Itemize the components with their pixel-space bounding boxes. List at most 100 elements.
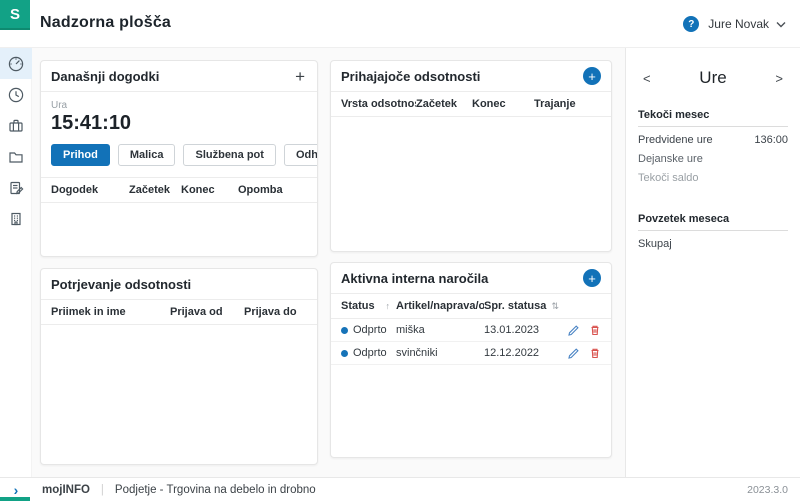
footer-accent-bar — [0, 497, 30, 501]
edit-icon[interactable] — [568, 347, 580, 359]
column-header: Začetek — [129, 184, 170, 196]
business-trip-button[interactable]: Službena pot — [183, 144, 276, 166]
order-row[interactable]: Odprto miška 13.01.2023 — [331, 319, 611, 342]
app-logo[interactable]: S — [0, 0, 30, 30]
hours-panel: < Ure > Tekoči mesec Predvidene ure 136:… — [625, 48, 800, 477]
footer-bar: › mojINFO | Podjetje - Trgovina na debel… — [0, 477, 800, 501]
column-header: Trajanje — [534, 98, 576, 110]
user-name: Jure Novak — [708, 17, 769, 31]
absences-table-header: Vrsta odsotnosti Začetek Konec Trajanje — [331, 92, 611, 117]
current-month-section-title: Tekoči mesec — [638, 104, 788, 127]
status-dot-icon — [341, 326, 348, 334]
order-actions — [559, 324, 601, 336]
column-header-status[interactable]: Status ↑ — [341, 300, 391, 312]
events-table-header: Dogodek Začetek Konec Opomba — [41, 177, 317, 203]
card-title: Današnji dogodki — [51, 68, 160, 84]
hours-row-total: Skupaj — [638, 238, 672, 250]
folder-icon — [9, 151, 23, 163]
column-header: Opomba — [238, 184, 283, 196]
lunch-button[interactable]: Malica — [117, 144, 176, 166]
column-header: Priimek in ime — [51, 306, 126, 318]
clock-icon — [8, 87, 24, 102]
sidebar-item-company[interactable] — [0, 203, 32, 234]
delete-icon[interactable] — [589, 347, 601, 359]
card-active-internal-orders-header: Aktivna interna naročila + — [331, 263, 611, 294]
column-header-status-date[interactable]: Spr. statusa ⇅ — [484, 300, 559, 312]
clock-label: Ura — [51, 100, 68, 111]
order-row[interactable]: Odprto svinčniki 12.12.2022 — [331, 342, 611, 365]
footer-brand: mojINFO — [42, 483, 90, 496]
footer-divider: | — [100, 483, 104, 496]
departure-button[interactable]: Odhod — [283, 144, 317, 166]
user-menu[interactable]: Jure Novak — [708, 17, 786, 31]
delete-icon[interactable] — [589, 324, 601, 336]
card-upcoming-absences: Prihajajoče odsotnosti + Vrsta odsotnost… — [330, 60, 612, 252]
card-absence-approvals-header: Potrjevanje odsotnosti — [41, 269, 317, 300]
help-icon[interactable]: ? — [683, 16, 700, 32]
building-icon — [11, 212, 21, 225]
card-active-internal-orders: Aktivna interna naročila + Status ↑ Arti… — [330, 262, 612, 458]
add-absence-button[interactable]: + — [583, 67, 601, 85]
topbar-right: ? Jure Novak — [683, 0, 786, 48]
card-todays-events-header: Današnji dogodki + — [41, 61, 317, 92]
edit-icon[interactable] — [568, 324, 580, 336]
page-title: Nadzorna plošča — [40, 14, 172, 31]
chevron-down-icon — [776, 21, 786, 27]
order-item: miška — [396, 324, 425, 336]
top-bar: S Nadzorna plošča ? Jure Novak — [0, 0, 800, 48]
card-title: Potrjevanje odsotnosti — [51, 276, 192, 292]
sidebar-item-hours[interactable] — [0, 79, 32, 110]
hours-panel-header: < Ure > — [626, 68, 800, 88]
order-item: svinčniki — [396, 347, 438, 359]
order-status-date: 13.01.2023 — [484, 324, 540, 336]
sidebar — [0, 48, 32, 477]
month-summary-section-title: Povzetek meseca — [638, 208, 788, 231]
hours-row-actual: Dejanske ure — [638, 153, 703, 165]
column-header: Prijava do — [244, 306, 297, 318]
order-actions — [559, 347, 601, 359]
sidebar-item-work[interactable] — [0, 110, 32, 141]
prev-month-button[interactable]: < — [643, 70, 651, 86]
add-event-button[interactable]: + — [295, 66, 305, 86]
column-header: Konec — [181, 184, 215, 196]
clipboard-pencil-icon — [10, 181, 24, 194]
hours-panel-title: Ure — [699, 68, 727, 87]
clock-block: Ura 15:41:10 Prihod Malica Službena pot … — [41, 92, 317, 166]
expand-sidebar-button[interactable]: › — [13, 481, 19, 498]
column-header: Prijava od — [170, 306, 223, 318]
sort-asc-icon: ↑ — [385, 301, 391, 311]
hours-row-planned: Predvidene ure 136:00 — [638, 134, 788, 146]
order-status-date: 12.12.2022 — [484, 347, 540, 359]
column-header: Začetek — [416, 98, 457, 110]
order-status: Odprto — [341, 347, 396, 359]
speedometer-icon — [8, 56, 24, 71]
hours-row-balance: Tekoči saldo — [638, 172, 699, 184]
sidebar-item-documents[interactable] — [0, 141, 32, 172]
column-header: Konec — [472, 98, 506, 110]
sort-both-icon: ⇅ — [551, 300, 559, 311]
column-header: Dogodek — [51, 184, 99, 196]
planned-hours-value: 136:00 — [754, 134, 788, 146]
order-status: Odprto — [341, 324, 396, 336]
clock-value: 15:41:10 — [51, 112, 132, 134]
card-absence-approvals: Potrjevanje odsotnosti Priimek in ime Pr… — [40, 268, 318, 465]
briefcase-icon — [9, 119, 23, 132]
footer-version: 2023.3.0 — [747, 483, 788, 496]
card-upcoming-absences-header: Prihajajoče odsotnosti + — [331, 61, 611, 92]
card-todays-events: Današnji dogodki + Ura 15:41:10 Prihod M… — [40, 60, 318, 257]
card-title: Prihajajoče odsotnosti — [341, 68, 481, 84]
sidebar-item-forms[interactable] — [0, 172, 32, 203]
card-title: Aktivna interna naročila — [341, 270, 489, 286]
footer-company: Podjetje - Trgovina na debelo in drobno — [114, 483, 316, 496]
approvals-table-header: Priimek in ime Prijava od Prijava do — [41, 300, 317, 325]
column-header-artikel[interactable]: Artikel/naprava/opis ⇅ — [396, 300, 484, 312]
column-header: Vrsta odsotnosti — [341, 98, 416, 110]
app-logo-letter: S — [9, 5, 20, 23]
status-dot-icon — [341, 349, 348, 357]
sidebar-item-dashboard[interactable] — [0, 48, 32, 79]
orders-table-header: Status ↑ Artikel/naprava/opis ⇅ Spr. sta… — [331, 294, 611, 319]
event-buttons: Prihod Malica Službena pot Odhod — [51, 144, 317, 166]
add-order-button[interactable]: + — [583, 269, 601, 287]
next-month-button[interactable]: > — [775, 70, 783, 86]
arrival-button[interactable]: Prihod — [51, 144, 110, 166]
